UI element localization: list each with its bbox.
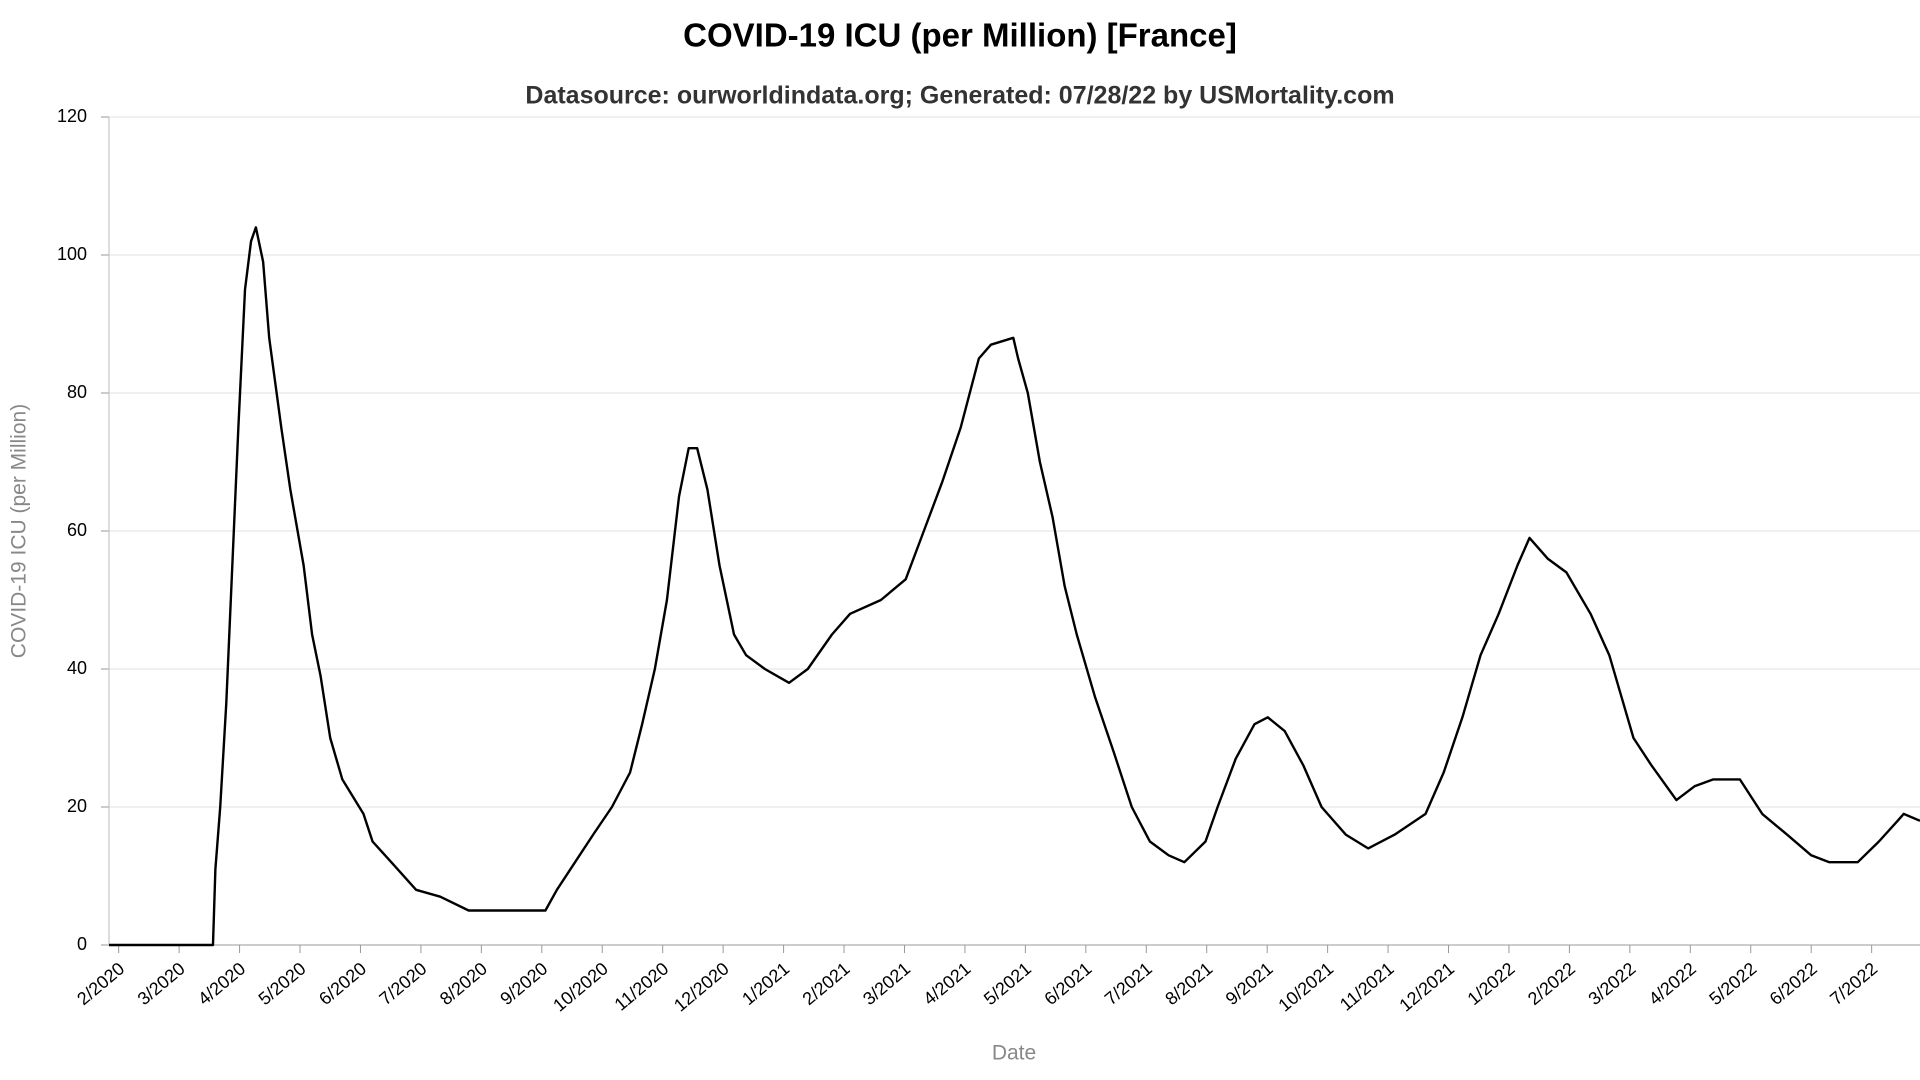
x-tick-label: 12/2021	[1395, 958, 1458, 1015]
x-tick-label: 10/2020	[549, 958, 612, 1015]
x-tick-label: 9/2021	[1222, 958, 1277, 1009]
x-tick-label: 5/2020	[255, 958, 310, 1009]
y-tick-label: 40	[67, 658, 87, 678]
x-tick-label: 3/2020	[134, 958, 189, 1009]
y-tick-label: 100	[57, 244, 87, 264]
x-tick-label: 5/2021	[980, 958, 1035, 1009]
y-tick-label: 60	[67, 520, 87, 540]
x-tick-label: 3/2021	[859, 958, 914, 1009]
y-axis-label: COVID-19 ICU (per Million)	[8, 404, 31, 658]
x-tick-label: 8/2020	[436, 958, 491, 1009]
x-tick-label: 12/2020	[670, 958, 733, 1015]
x-tick-label: 9/2020	[496, 958, 551, 1009]
x-tick-label: 11/2021	[1336, 958, 1398, 1014]
y-tick-label: 120	[57, 106, 87, 126]
x-tick-label: 2/2021	[799, 958, 854, 1009]
x-tick-label: 6/2022	[1766, 958, 1821, 1009]
x-tick-label: 1/2022	[1464, 958, 1519, 1009]
x-tick-label: 2/2022	[1524, 958, 1579, 1009]
x-tick-label: 6/2020	[315, 958, 370, 1009]
x-tick-label: 4/2021	[920, 958, 975, 1009]
x-tick-label: 10/2021	[1275, 958, 1338, 1015]
chart-title: COVID-19 ICU (per Million) [France]	[683, 17, 1237, 54]
y-tick-label: 80	[67, 382, 87, 402]
x-tick-label: 7/2020	[375, 958, 430, 1009]
x-tick-label: 1/2021	[738, 958, 793, 1009]
data-line	[109, 226, 1920, 947]
chart-subtitle: Datasource: ourworldindata.org; Generate…	[525, 82, 1394, 110]
x-tick-label: 7/2022	[1826, 958, 1881, 1009]
x-tick-label: 6/2021	[1040, 958, 1095, 1009]
y-tick-label: 20	[67, 796, 87, 816]
x-axis-label: Date	[992, 1042, 1036, 1065]
x-tick-label: 7/2021	[1101, 958, 1156, 1009]
x-tick-label: 8/2021	[1161, 958, 1216, 1009]
x-tick-label: 4/2020	[194, 958, 249, 1009]
x-tick-label: 11/2020	[611, 958, 673, 1014]
x-tick-label: 2/2020	[73, 958, 128, 1009]
x-tick-label: 5/2022	[1705, 958, 1760, 1009]
x-tick-label: 3/2022	[1584, 958, 1639, 1009]
x-tick-label: 4/2022	[1645, 958, 1700, 1009]
y-tick-label: 0	[77, 934, 87, 954]
